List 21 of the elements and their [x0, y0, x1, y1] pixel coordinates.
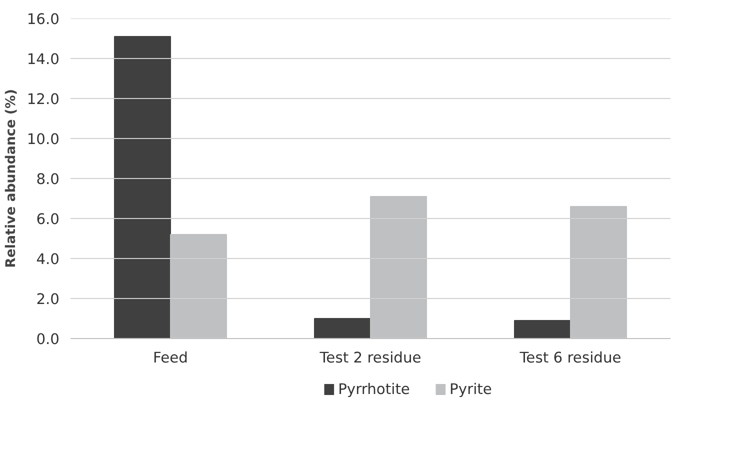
y-tick-label: 6.0	[36, 211, 60, 228]
y-tick-label: 16.0	[26, 11, 60, 28]
legend-label: Pyrite	[450, 381, 492, 398]
y-tick-label: 8.0	[36, 171, 60, 188]
y-tick-label: 14.0	[26, 51, 60, 68]
y-tick-label: 2.0	[36, 291, 60, 308]
y-axis-title: Relative abundance (%)	[4, 89, 19, 268]
bar	[114, 36, 171, 338]
bar	[570, 206, 627, 338]
x-tick-label: Feed	[153, 350, 188, 366]
x-tick-label: Test 2 residue	[318, 350, 422, 366]
bar	[514, 320, 571, 338]
y-tick-label: 0.0	[36, 331, 60, 348]
bar	[370, 196, 427, 338]
y-tick-label: 10.0	[26, 131, 60, 148]
bar	[314, 318, 371, 338]
bar	[170, 234, 227, 338]
x-tick-label: Test 6 residue	[518, 350, 622, 366]
legend-label: Pyrrhotite	[338, 381, 410, 398]
y-tick-label: 12.0	[26, 91, 60, 108]
y-tick-label: 4.0	[36, 251, 60, 268]
